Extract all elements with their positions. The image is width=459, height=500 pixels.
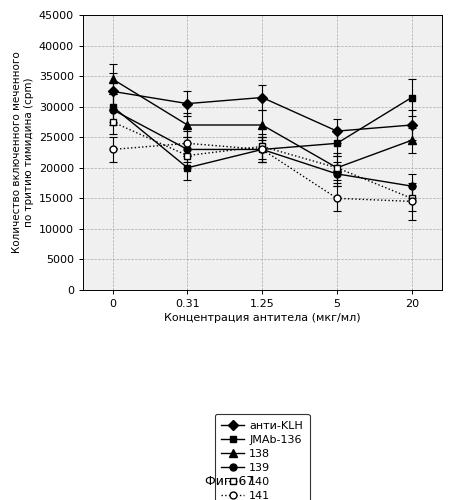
Legend: анти-KLH, JMAb-136, 138, 139, 140, 141: анти-KLH, JMAb-136, 138, 139, 140, 141: [214, 414, 309, 500]
Y-axis label: Количество включенного меченного
по тритию тимидина (cpm): Количество включенного меченного по трит…: [12, 52, 34, 254]
Text: Фиг. 67: Фиг. 67: [205, 475, 254, 488]
X-axis label: Концентрация антитела (мкг/мл): Концентрация антитела (мкг/мл): [163, 313, 360, 323]
